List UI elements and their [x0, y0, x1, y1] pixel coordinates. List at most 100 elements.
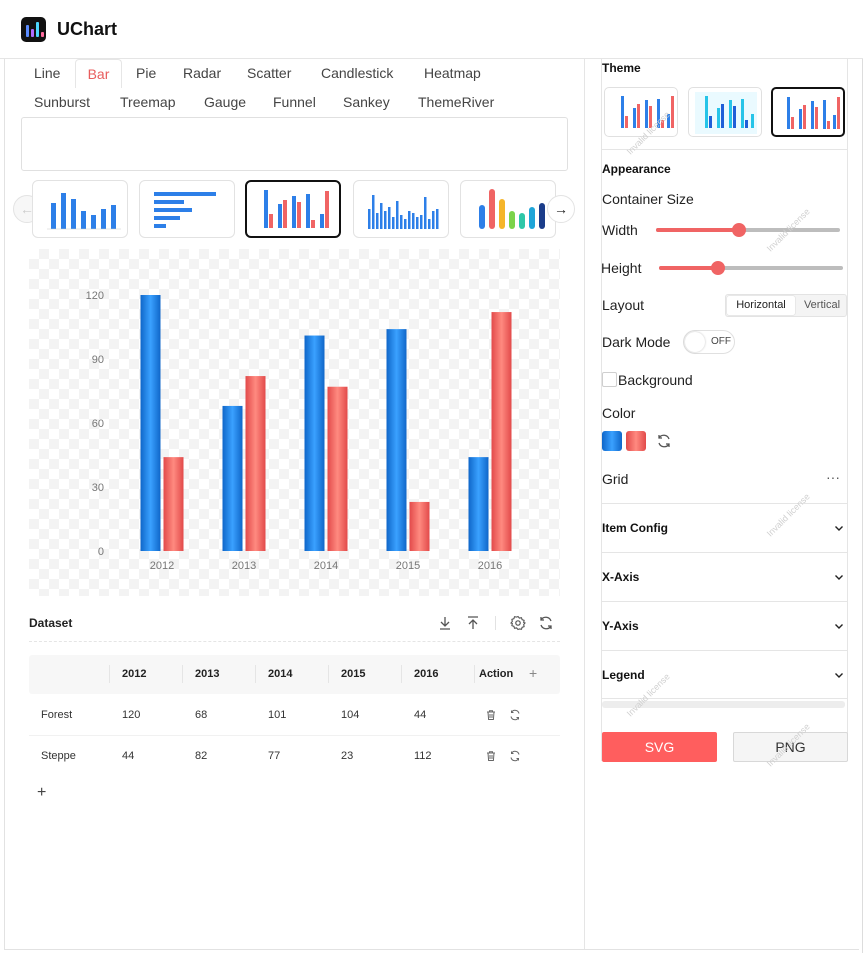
- table-cell[interactable]: 82: [195, 750, 208, 762]
- variant-grouped-bar[interactable]: [245, 180, 341, 238]
- bar-2014-series-1[interactable]: [304, 335, 325, 551]
- column-separator: [182, 665, 183, 683]
- dataset-title: Dataset: [29, 616, 73, 630]
- table-cell[interactable]: 44: [414, 709, 427, 721]
- height-slider[interactable]: [659, 261, 843, 275]
- panel-divider: [584, 59, 585, 949]
- width-slider[interactable]: [656, 223, 840, 237]
- panel-scrollbar[interactable]: [602, 701, 845, 708]
- app-logo-icon: [21, 17, 46, 42]
- tab-funnel[interactable]: Funnel: [273, 94, 316, 110]
- tab-sankey[interactable]: Sankey: [343, 94, 390, 110]
- trash-icon[interactable]: [485, 750, 497, 762]
- y-tick-label: 90: [92, 354, 104, 366]
- tab-line[interactable]: Line: [34, 65, 61, 81]
- table-cell[interactable]: 44: [122, 750, 135, 762]
- theme-gradient[interactable]: [771, 87, 845, 137]
- y-tick-label: 30: [92, 482, 104, 494]
- chevron-down-icon: [835, 575, 843, 580]
- download-icon[interactable]: [437, 615, 453, 631]
- add-column-button[interactable]: +: [529, 665, 538, 681]
- bar-2013-series-2[interactable]: [245, 376, 266, 551]
- refresh-icon[interactable]: [538, 615, 554, 631]
- color-swatch-blue[interactable]: [602, 431, 622, 451]
- tab-bar[interactable]: Bar: [75, 59, 122, 88]
- column-header[interactable]: 2013: [195, 668, 220, 680]
- tab-scatter[interactable]: Scatter: [247, 65, 292, 81]
- theme-light-thumb: [695, 92, 757, 134]
- dataset-divider: [29, 641, 560, 642]
- table-cell[interactable]: 101: [268, 709, 287, 721]
- column-header[interactable]: 2015: [341, 668, 366, 680]
- bar-2016-series-2[interactable]: [491, 312, 512, 551]
- column-header[interactable]: 2014: [268, 668, 293, 680]
- theme-default[interactable]: [604, 87, 678, 137]
- x-tick-label: 2015: [396, 560, 420, 572]
- table-cell[interactable]: 77: [268, 750, 281, 762]
- bar-2012-series-1[interactable]: [140, 295, 161, 551]
- height-slider-handle[interactable]: [710, 261, 725, 275]
- export-svg-button[interactable]: SVG: [602, 732, 717, 762]
- refresh-icon[interactable]: [509, 750, 521, 762]
- more-icon[interactable]: ···: [826, 469, 840, 485]
- column-separator: [401, 665, 402, 683]
- tab-sunburst[interactable]: Sunburst: [34, 94, 91, 110]
- toggle-state: OFF: [711, 336, 731, 347]
- layout-horizontal-option[interactable]: Horizontal: [727, 296, 795, 315]
- tab-radar[interactable]: Radar: [183, 65, 222, 81]
- variant-basic-bar[interactable]: [32, 180, 128, 238]
- tab-heatmap[interactable]: Heatmap: [424, 65, 481, 81]
- dark-mode-toggle[interactable]: OFF: [683, 330, 735, 354]
- y-tick-label: 0: [98, 546, 104, 558]
- carousel-next-button[interactable]: →: [547, 195, 575, 223]
- row-name[interactable]: Forest: [41, 709, 73, 721]
- column-header[interactable]: 2016: [414, 668, 439, 680]
- export-png-button[interactable]: PNG: [733, 732, 848, 762]
- add-row-button[interactable]: +: [37, 784, 47, 801]
- variant-basic-bar-thumb: [47, 193, 121, 230]
- refresh-icon[interactable]: [509, 709, 521, 721]
- table-cell[interactable]: 23: [341, 750, 354, 762]
- section-title: Legend: [602, 668, 645, 682]
- column-header[interactable]: 2012: [122, 668, 147, 680]
- variant-dense-bar[interactable]: [353, 180, 449, 238]
- bar-2015-series-1[interactable]: [386, 329, 407, 551]
- trash-icon[interactable]: [485, 709, 497, 721]
- variant-horizontal-bar[interactable]: [139, 180, 235, 238]
- bar-2014-series-2[interactable]: [327, 386, 348, 551]
- upload-icon[interactable]: [465, 615, 481, 631]
- color-swatch-red[interactable]: [626, 431, 646, 451]
- background-checkbox[interactable]: [602, 372, 617, 387]
- arrow-left-icon: ←: [20, 201, 34, 217]
- arrow-right-icon: →: [554, 201, 568, 217]
- section-legend[interactable]: Legend: [602, 650, 848, 699]
- table-cell[interactable]: 104: [341, 709, 360, 721]
- theme-gradient-thumb: [787, 97, 840, 129]
- bar-2016-series-1[interactable]: [468, 457, 489, 551]
- section-y-axis[interactable]: Y-Axis: [602, 601, 848, 650]
- table-cell[interactable]: 68: [195, 709, 208, 721]
- panel-divider: [602, 149, 848, 150]
- variant-colorful-bar[interactable]: [460, 180, 556, 238]
- variant-grouped-bar-thumb: [264, 190, 329, 228]
- bar-2013-series-1[interactable]: [222, 405, 243, 551]
- gear-icon[interactable]: [510, 615, 526, 631]
- table-cell[interactable]: 112: [414, 750, 432, 762]
- theme-light[interactable]: [688, 87, 762, 137]
- tab-themeriver[interactable]: ThemeRiver: [418, 94, 495, 110]
- width-slider-handle[interactable]: [731, 223, 746, 237]
- row-name[interactable]: Steppe: [41, 750, 76, 762]
- bar-2015-series-2[interactable]: [409, 501, 430, 551]
- tab-treemap[interactable]: Treemap: [120, 94, 176, 110]
- refresh-icon[interactable]: [656, 433, 672, 449]
- variant-colorful-bar-thumb: [479, 189, 545, 229]
- tab-pie[interactable]: Pie: [136, 65, 157, 81]
- tab-candlestick[interactable]: Candlestick: [321, 65, 394, 81]
- tab-gauge[interactable]: Gauge: [204, 94, 247, 110]
- table-cell[interactable]: 120: [122, 709, 141, 721]
- section-item-config[interactable]: Item Config: [602, 503, 848, 552]
- section-x-axis[interactable]: X-Axis: [602, 552, 848, 601]
- layout-vertical-option[interactable]: Vertical: [803, 299, 841, 311]
- bar-2012-series-2[interactable]: [163, 457, 184, 551]
